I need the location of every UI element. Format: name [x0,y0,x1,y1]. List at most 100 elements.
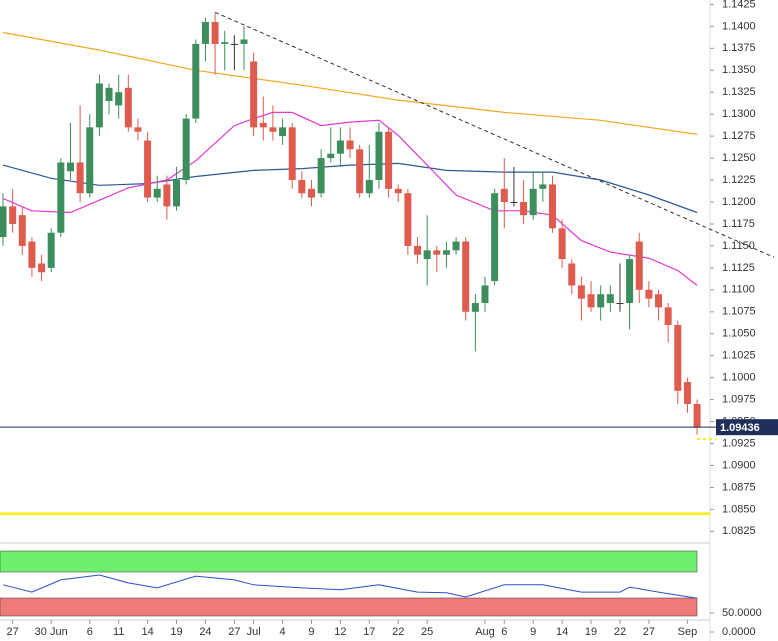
x-tick-label: 9 [308,626,314,638]
x-tick-label: 19 [170,626,182,638]
candle-body [211,21,219,44]
x-tick-label: 17 [363,626,375,638]
y-tick-label: 1.1000 [722,372,756,384]
candle-body [587,294,595,308]
x-tick-label: 4 [279,626,285,638]
y-tick-label: 1.1075 [722,306,756,318]
y-tick-label: 1.1100 [722,284,755,296]
indicator-line [2,574,698,599]
x-tick-label: 14 [141,626,153,638]
y-tick-label: 1.0975 [722,394,756,406]
candle-body [134,127,142,132]
y-tick-label: 1.1300 [722,108,756,120]
candle-body [548,184,556,229]
y-tick-label: 1.0900 [722,459,756,471]
last-price-label: 1.09436 [720,422,760,434]
candle-body [385,131,393,189]
candle-body [462,241,470,312]
candle-body [317,158,325,194]
candle-body [105,87,113,101]
candle-body [327,153,335,159]
x-tick-label: 27 [7,626,19,638]
candle-body [529,188,537,216]
oversold-band [0,597,698,617]
x-tick-label: 27 [228,626,240,638]
candle-body [510,201,518,203]
x-tick-label: 30 Jun [35,626,68,638]
y-tick-label: 1.1050 [722,328,756,340]
y-tick-label: 1.1325 [722,86,756,98]
x-tick-label: 12 [334,626,346,638]
candle-body [153,188,161,198]
y-tick-label: 1.1350 [722,64,756,76]
y-tick-label: 1.0875 [722,481,756,493]
last-price-box [716,419,778,436]
candle-body [250,61,258,128]
x-tick-label: Sep [678,626,698,638]
y-tick-label: 1.1375 [722,42,756,54]
y-tick-label: 1.0925 [722,437,756,449]
candle-body [655,294,663,308]
candle-body [336,140,344,154]
candle-body [76,162,84,194]
candle-body [481,285,489,303]
candle-body [491,193,499,282]
x-tick-label: 19 [585,626,597,638]
y-tick-label: 1.0825 [722,525,756,537]
candle-body [433,250,441,255]
candle-body [124,87,132,128]
candle-body [0,206,7,238]
candle-body [173,180,181,207]
candle-body [230,43,238,45]
candle-body [520,201,528,216]
x-tick-label: 27 [643,626,655,638]
candle-body [192,43,200,119]
candle-body [375,131,383,181]
candle-body [115,92,123,106]
candle-body [346,140,354,150]
candle-body [38,263,46,273]
candle-body [9,206,17,224]
candle-body [577,285,585,299]
candle-body [664,307,672,325]
candle-body [57,162,65,233]
x-tick-label: 6 [501,626,507,638]
candle-body [259,122,267,128]
candle-body [394,188,402,194]
candle-body [558,228,566,260]
candle-body [404,193,412,246]
y-tick-label: 1.1025 [722,350,756,362]
candle-body [66,162,74,172]
candle-body [693,403,701,428]
y-tick-label: 1.1250 [722,152,756,164]
x-tick-label: 11 [113,626,124,638]
candle-body [423,250,431,260]
candle-body [298,180,306,194]
y-tick-label: 1.1200 [722,196,756,208]
candle-body [47,232,55,268]
y-tick-label: 1.1225 [722,174,756,186]
candle-body [365,180,373,194]
x-tick-label: 22 [392,626,404,638]
candle-body [288,127,296,181]
trendline [214,11,775,258]
y-tick-label: 1.1275 [722,130,756,142]
moving-average [2,162,698,214]
candle-body [645,289,653,299]
candle-body [597,294,605,308]
indicator-tick-label: 50.0000 [722,607,762,619]
moving-average [2,111,698,286]
candle-body [269,127,277,132]
x-tick-label: 6 [87,626,93,638]
y-tick-label: 1.1400 [722,20,756,32]
y-tick-label: 1.1175 [722,218,755,230]
candle-body [356,149,364,194]
candle-body [144,140,152,198]
indicator-tick-label: 0.0000 [722,626,756,638]
candle-body [500,188,508,202]
x-tick-label: 25 [421,626,433,638]
candle-body [414,245,422,255]
candle-body [182,118,190,181]
